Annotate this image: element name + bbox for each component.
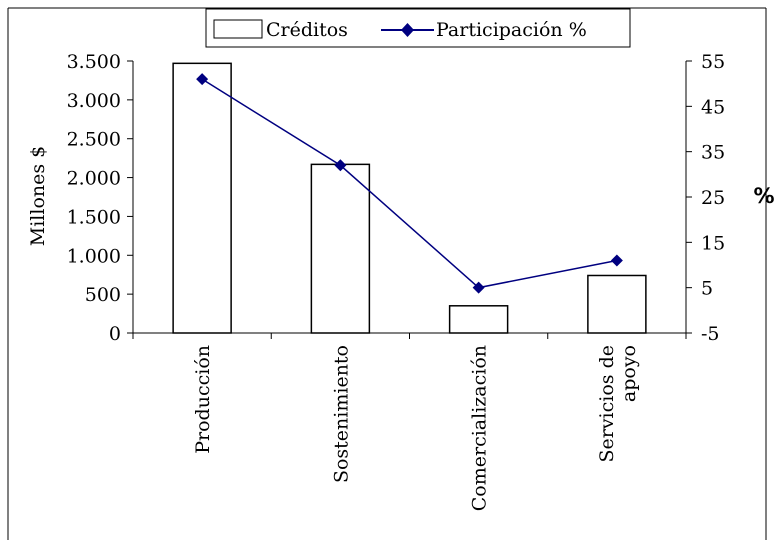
y2-tick-label: -5 xyxy=(701,323,720,345)
bar-creditos xyxy=(588,275,646,333)
y-tick-label: 2.000 xyxy=(67,168,121,190)
x-category-label: Producción xyxy=(192,345,214,454)
y2-tick-label: 25 xyxy=(701,187,725,209)
y2-tick-label: 5 xyxy=(701,278,713,300)
y-tick-label: 0 xyxy=(109,323,121,345)
bars xyxy=(173,63,646,333)
y-tick-label: 1.500 xyxy=(67,206,121,228)
x-category-label: Sostenimiento xyxy=(330,345,352,483)
participacion-marker xyxy=(611,254,623,266)
y-tick-label: 3.000 xyxy=(67,90,121,112)
participacion-polyline xyxy=(202,79,617,288)
legend-label-participacion: Participación % xyxy=(436,19,587,41)
legend-label-creditos: Créditos xyxy=(266,19,348,41)
y2-tick-label: 45 xyxy=(701,96,725,118)
x-category-label: Servicios de xyxy=(596,345,618,463)
legend: Créditos Participación % xyxy=(206,9,630,47)
y2-tick-label: 15 xyxy=(701,232,725,254)
y-tick-label: 3.500 xyxy=(67,51,121,73)
legend-bar-swatch xyxy=(214,20,262,38)
bar-creditos xyxy=(311,164,369,333)
chart-frame xyxy=(8,8,766,540)
participation-line xyxy=(196,73,623,294)
bar-creditos xyxy=(173,63,231,333)
y-tick-label: 1.000 xyxy=(67,245,121,267)
x-category-label: apoyo xyxy=(618,345,640,402)
bar-creditos xyxy=(450,306,508,333)
y-axis-title: Millones $ xyxy=(27,146,49,246)
x-category-label: Comercialización xyxy=(469,345,491,511)
y2-tick-label: 35 xyxy=(701,142,725,164)
y-tick-label: 2.500 xyxy=(67,129,121,151)
y-tick-label: 500 xyxy=(85,284,121,306)
y2-tick-label: 55 xyxy=(701,51,725,73)
y2-axis-title: % xyxy=(753,184,774,208)
